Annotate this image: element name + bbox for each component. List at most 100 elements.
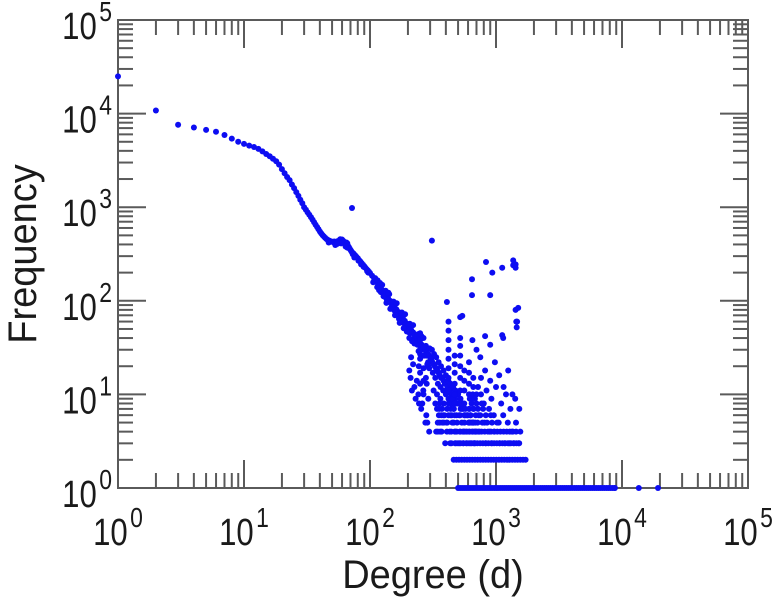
data-point (479, 419, 486, 426)
data-point (417, 355, 424, 362)
data-point (190, 124, 197, 131)
axis-ticks (117, 19, 749, 489)
data-point (426, 428, 433, 435)
y-tick-label: 105 (62, 0, 112, 48)
data-point (449, 419, 456, 426)
data-point (392, 312, 398, 319)
data-point (440, 367, 447, 374)
data-point (470, 384, 477, 390)
data-point (469, 276, 475, 283)
data-point (500, 335, 507, 341)
data-point (457, 412, 464, 419)
data-point (406, 367, 413, 374)
x-axis-title: Degree (d) (342, 553, 524, 597)
y-tick-label: 103 (62, 184, 112, 235)
data-point (434, 391, 440, 398)
data-point (415, 391, 422, 398)
data-point (325, 239, 332, 246)
data-point (513, 324, 520, 331)
y-tick-label: 101 (62, 371, 112, 422)
x-tick-label: 100 (93, 503, 143, 554)
y-tick-label: 104 (62, 91, 112, 142)
data-point (635, 485, 642, 491)
data-point (424, 361, 431, 368)
data-point (482, 367, 489, 374)
data-point (152, 107, 159, 114)
data-point (468, 400, 475, 407)
y-axis-title: Frequency (1, 164, 45, 344)
data-point (489, 269, 496, 276)
data-point (472, 412, 479, 419)
data-point (408, 354, 415, 361)
data-point (470, 374, 477, 381)
data-point (408, 387, 415, 394)
data-point (436, 400, 443, 407)
data-point (443, 419, 450, 426)
data-point (489, 419, 495, 426)
data-point (246, 142, 253, 149)
data-point (466, 380, 472, 387)
data-point (500, 384, 507, 390)
data-point (499, 264, 506, 271)
data-point (438, 428, 445, 435)
x-tick-label: 105 (723, 503, 773, 554)
data-point (461, 377, 468, 384)
x-tick-label: 103 (471, 503, 521, 554)
data-point (477, 412, 484, 419)
data-point (417, 369, 424, 376)
data-point (445, 387, 452, 394)
data-point (478, 374, 484, 381)
data-point (467, 412, 474, 419)
data-point (498, 400, 505, 407)
y-tick-label: 102 (62, 278, 112, 329)
data-point (454, 419, 461, 426)
data-point (457, 352, 464, 359)
data-point (430, 387, 437, 394)
data-point (203, 126, 210, 133)
data-point (516, 440, 523, 447)
data-point (241, 140, 247, 147)
data-point (213, 128, 219, 135)
data-point (469, 292, 475, 299)
data-point (515, 304, 522, 311)
data-point (474, 419, 481, 426)
data-point (407, 374, 414, 381)
data-point (466, 405, 473, 412)
data-point (493, 384, 499, 390)
data-point (445, 318, 452, 325)
data-point (517, 428, 524, 435)
data-point (516, 405, 523, 412)
data-point (457, 342, 464, 349)
data-point (466, 369, 472, 376)
data-point (491, 359, 498, 366)
data-point (509, 391, 516, 398)
data-point (429, 369, 436, 376)
data-point (480, 405, 487, 412)
data-point (228, 135, 235, 142)
y-axis-tick-labels: 100 101 102 103 104 105 (62, 0, 112, 516)
data-point (420, 377, 427, 384)
data-point (500, 412, 507, 419)
data-point (461, 400, 468, 407)
data-point (514, 318, 521, 325)
data-point (422, 419, 429, 426)
data-point (417, 330, 424, 337)
data-point (488, 395, 495, 402)
data-point (351, 254, 358, 261)
data-point (457, 314, 464, 321)
x-axis-tick-labels: 100 101 102 103 104 105 (93, 503, 773, 554)
data-point (445, 374, 452, 381)
data-point (433, 354, 440, 361)
data-points (115, 73, 661, 491)
data-point (512, 264, 519, 271)
data-point (349, 205, 355, 211)
data-point (420, 335, 427, 341)
data-point (487, 377, 494, 384)
data-point (504, 419, 511, 426)
data-point (469, 337, 476, 344)
data-point (423, 412, 430, 419)
data-point (512, 395, 519, 402)
data-point (451, 391, 458, 398)
data-point (513, 419, 519, 426)
